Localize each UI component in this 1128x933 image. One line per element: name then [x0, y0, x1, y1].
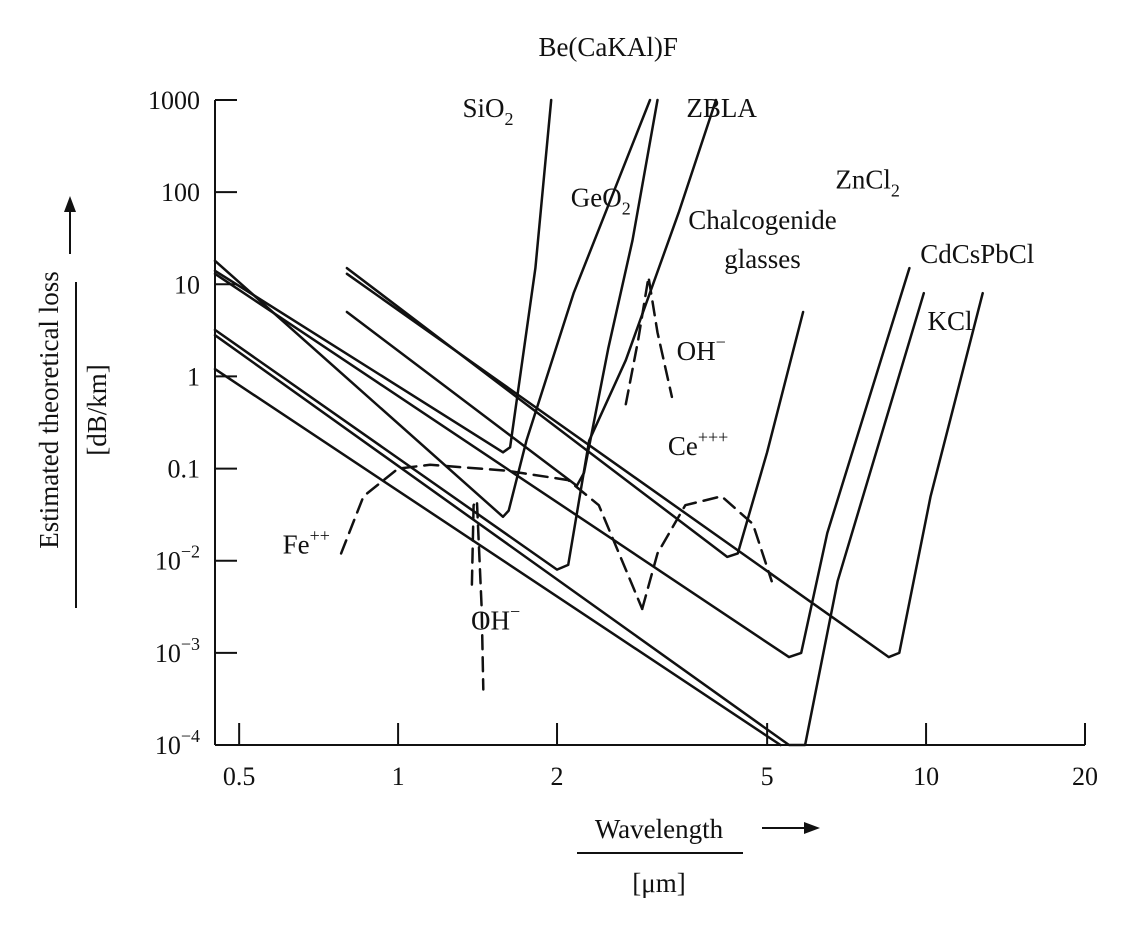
x-tick-label: 10	[913, 762, 939, 791]
label-geo2: GeO2	[571, 182, 631, 218]
y-tick-base: 1	[187, 362, 200, 391]
series-cdcspbcl-6	[345, 272, 984, 659]
label-text: KCl	[927, 306, 972, 336]
y-axis-arrow-icon	[64, 196, 76, 254]
label-text: ZnCl	[835, 164, 891, 194]
series-zncl2-5	[213, 266, 911, 659]
y-tick-label: 100	[161, 178, 200, 207]
y-tick-base: 1000	[148, 86, 200, 115]
series-geo2-2	[213, 98, 652, 519]
y-tick-label: 1	[187, 362, 200, 391]
y-tick-label: 10	[174, 270, 200, 299]
label-be-cakal-f: Be(CaKAl)F	[538, 32, 677, 62]
series-ceplusplusplus-10	[640, 495, 773, 611]
label-text: OH	[471, 605, 510, 635]
label-text: OH	[677, 336, 716, 366]
x-tick-label: 0.5	[223, 762, 256, 791]
y-tick-label: 10−3	[155, 634, 200, 668]
y-tick-base: 10	[155, 639, 181, 668]
label-text: GeO	[571, 182, 622, 212]
label-subscript: 2	[505, 109, 514, 129]
label-superscript: +++	[698, 427, 728, 447]
x-axis-arrow-icon	[762, 822, 820, 834]
label-text: Be(CaKAl)F	[538, 32, 677, 62]
label-subscript: 2	[622, 198, 631, 218]
y-tick-exponent: −4	[181, 726, 200, 746]
label-text: Fe	[283, 529, 310, 559]
y-tick-label: 10−2	[155, 542, 200, 576]
label-text: Ce	[668, 431, 698, 461]
y-tick-base: 10	[174, 270, 200, 299]
x-tick-label: 5	[761, 762, 774, 791]
label-text: Chalcogenide	[688, 205, 836, 235]
label-feplusplus: Fe++	[283, 525, 330, 559]
y-axis-title: Estimated theoretical loss	[34, 271, 64, 548]
label-text: CdCsPbCl	[920, 239, 1034, 269]
label-sio2: SiO2	[462, 93, 513, 129]
series-ohminus-12	[624, 275, 674, 406]
x-tick-label: 2	[551, 762, 564, 791]
series-layer	[213, 98, 984, 747]
x-tick-label: 1	[392, 762, 405, 791]
x-tick-label: 20	[1072, 762, 1098, 791]
label-kcl: KCl	[927, 306, 972, 336]
label-cdcspbcl: CdCsPbCl	[920, 239, 1034, 269]
y-tick-exponent: −3	[181, 634, 200, 654]
y-tick-base: 0.1	[168, 455, 201, 484]
label-text: SiO	[462, 93, 504, 123]
x-axis-title: Wavelength	[595, 814, 724, 844]
label-chalcogenide: Chalcogenide	[688, 205, 836, 235]
y-tick-base: 10	[155, 731, 181, 760]
series-feplusplus-9	[339, 463, 644, 611]
series-be-cakal-f-1	[345, 98, 659, 488]
label-subscript: 2	[891, 180, 900, 200]
label-glasses: glasses	[724, 244, 801, 274]
label-ohminus: OH−	[471, 601, 520, 635]
series-chalcogenide-glasses-4	[345, 266, 805, 559]
label-ceplusplusplus: Ce+++	[668, 427, 728, 461]
y-tick-base: 10	[155, 547, 181, 576]
y-tick-label: 0.1	[168, 455, 201, 484]
y-tick-label: 10−4	[155, 726, 200, 760]
y-axis-unit: [dB/km]	[82, 364, 112, 456]
label-text: ZBLA	[686, 93, 757, 123]
label-superscript: ++	[310, 525, 330, 545]
series-unlabelled-8	[213, 367, 782, 747]
label-zbla: ZBLA	[686, 93, 757, 123]
series-ohminus-11	[470, 499, 485, 691]
series-zbla-3	[213, 98, 718, 571]
label-superscript: −	[716, 332, 726, 352]
label-superscript: −	[510, 601, 520, 621]
series-sio2-0	[213, 98, 553, 454]
series-kcl-7	[213, 291, 926, 747]
y-tick-base: 100	[161, 178, 200, 207]
label-text: glasses	[724, 244, 801, 274]
label-zncl2: ZnCl2	[835, 164, 900, 200]
label-ohminus: OH−	[677, 332, 726, 366]
x-axis-unit: [μm]	[632, 868, 685, 898]
y-tick-label: 1000	[148, 86, 200, 115]
y-tick-exponent: −2	[181, 542, 200, 562]
